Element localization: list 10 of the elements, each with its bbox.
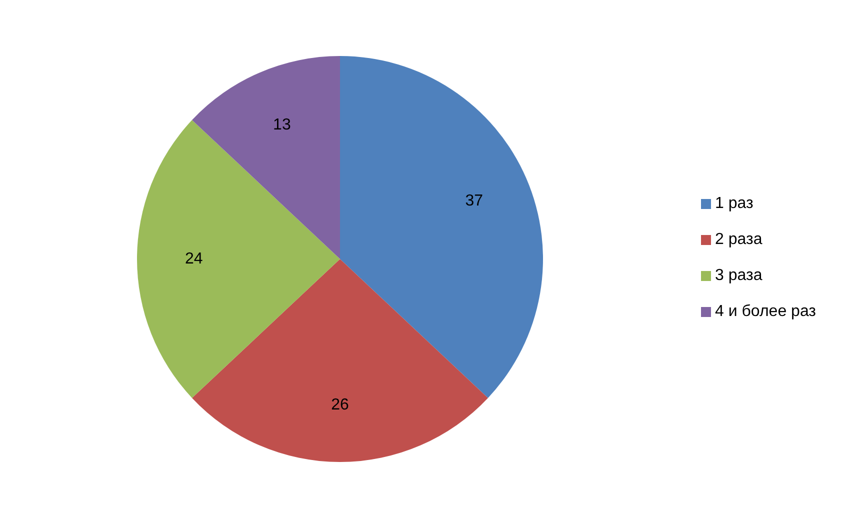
legend-label: 3 раза	[715, 267, 762, 284]
data-label: 13	[273, 116, 291, 134]
data-label: 37	[465, 192, 484, 210]
pie-slice	[340, 56, 543, 398]
legend-label: 2 раза	[715, 231, 762, 248]
data-label: 24	[184, 250, 203, 268]
legend-label: 4 и более раз	[715, 303, 816, 320]
data-label: 26	[331, 396, 349, 414]
pie-slice	[137, 120, 340, 398]
legend-label: 1 раз	[715, 195, 754, 212]
